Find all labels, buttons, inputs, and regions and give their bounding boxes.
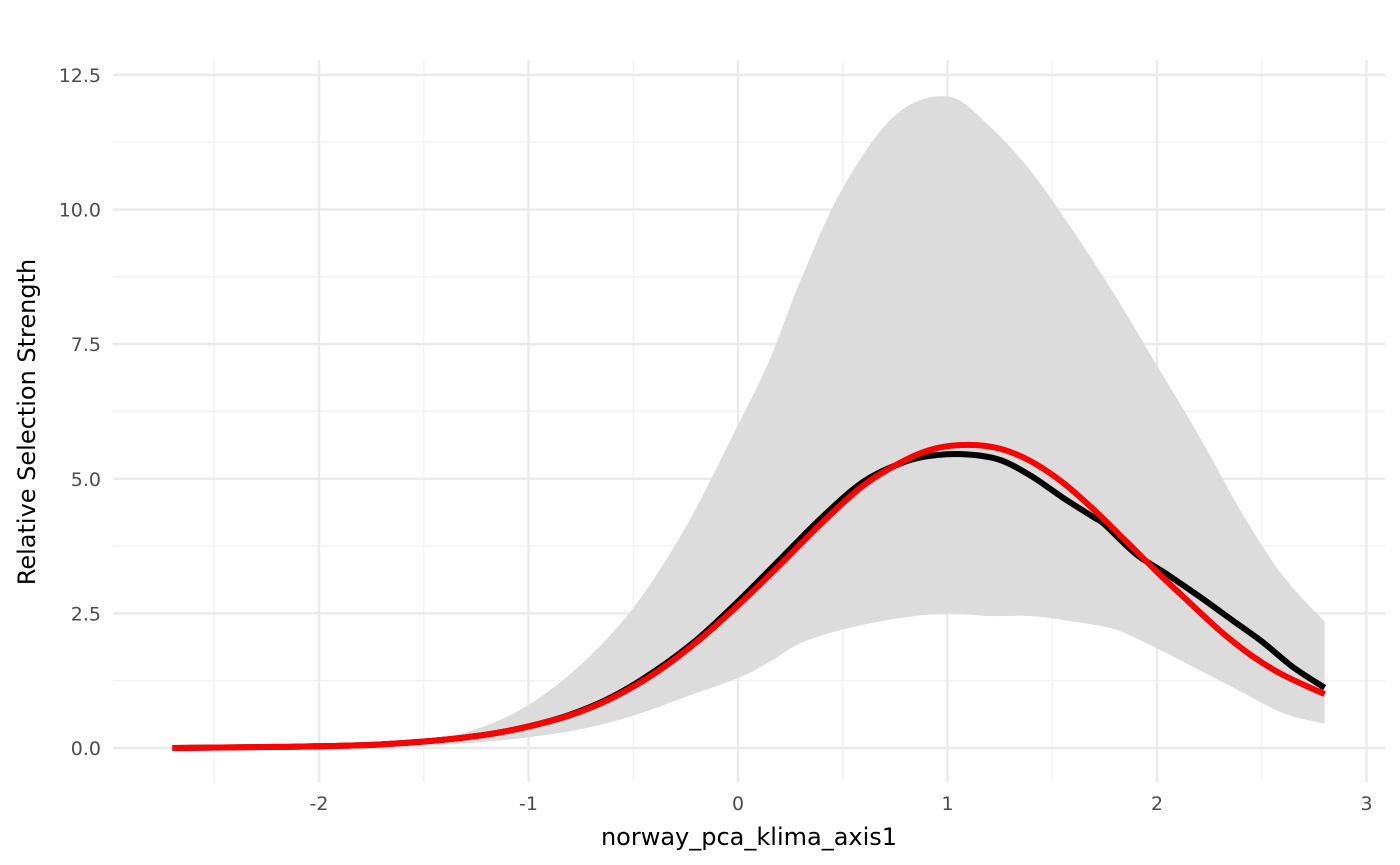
- y-tick-label: 12.5: [59, 65, 101, 87]
- x-tick-label: 1: [941, 793, 953, 815]
- x-tick-label: -2: [310, 793, 329, 815]
- x-tick-label: -1: [519, 793, 538, 815]
- y-tick-label: 0.0: [71, 738, 101, 760]
- series-line-red: [172, 441, 1326, 751]
- x-axis-title: norway_pca_klima_axis1: [601, 823, 897, 851]
- y-tick-label: 7.5: [71, 334, 101, 356]
- y-axis-tick-labels: 0.0 2.5 5.0 7.5 10.0 12.5: [59, 65, 101, 760]
- confidence-ribbon: [172, 96, 1325, 749]
- y-tick-label: 5.0: [71, 469, 101, 491]
- y-tick-label: 10.0: [59, 200, 101, 222]
- confidence-ribbon-layer: [172, 96, 1325, 749]
- x-axis-tick-labels: -2 -1 0 1 2 3: [310, 793, 1373, 815]
- y-tick-label: 2.5: [71, 603, 101, 625]
- y-axis-title: Relative Selection Strength: [13, 259, 41, 585]
- x-tick-label: 0: [732, 793, 744, 815]
- lines-layer: [172, 441, 1327, 751]
- x-tick-label: 2: [1151, 793, 1163, 815]
- x-tick-label: 3: [1360, 793, 1372, 815]
